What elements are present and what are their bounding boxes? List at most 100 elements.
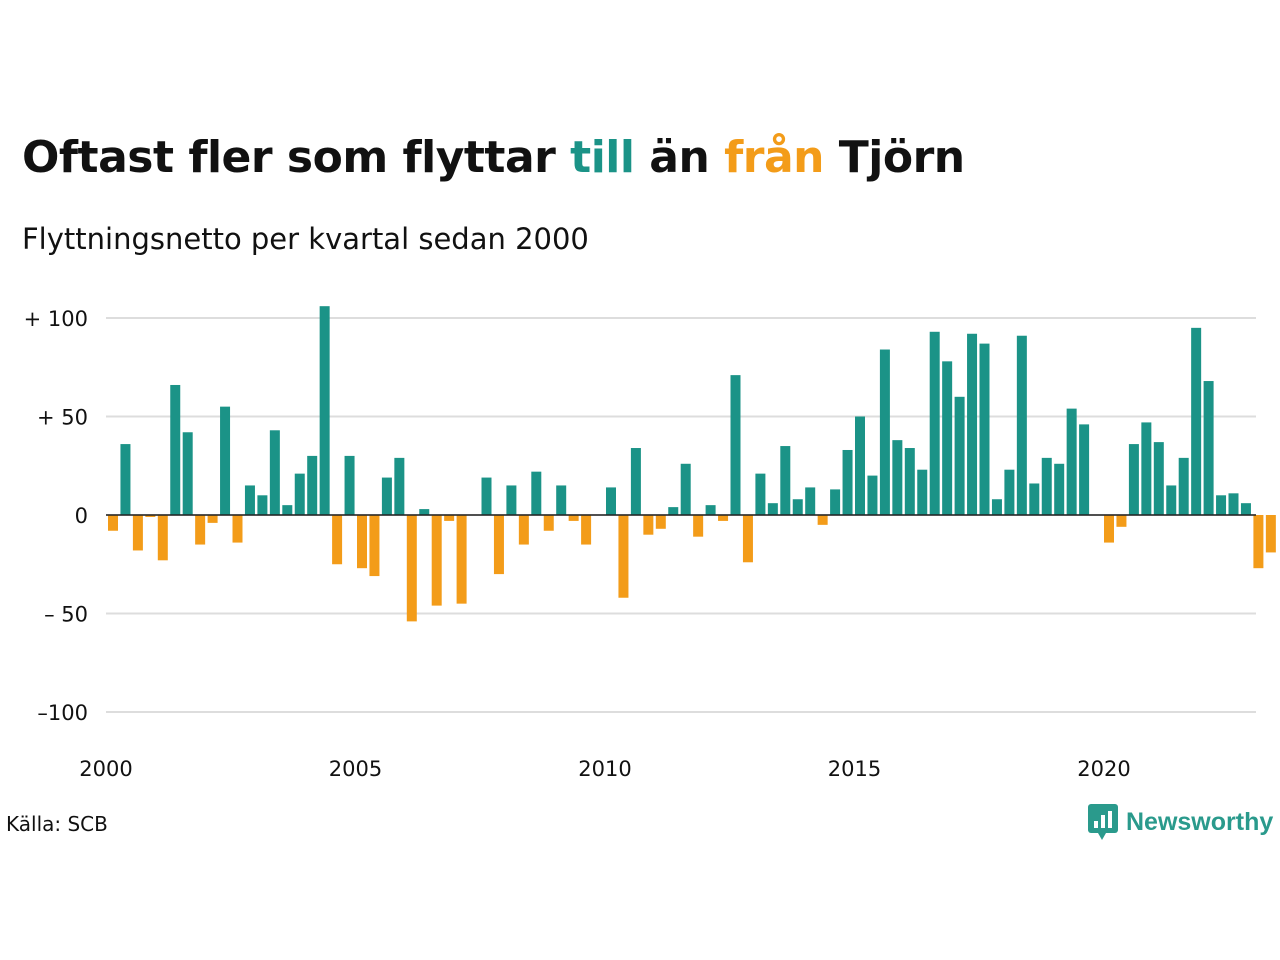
newsworthy-logo-icon [1088,804,1118,840]
bar [705,505,716,515]
bar [792,499,803,515]
bar [817,515,828,525]
bar [755,473,766,515]
bar [581,515,592,545]
y-tick-label: – 50 [44,603,88,627]
bar [655,515,666,529]
bar [1191,327,1202,515]
bar [145,515,156,517]
bar [108,515,118,531]
bar [618,515,629,598]
bar [419,509,430,515]
bar [493,515,504,575]
chart-title: Oftast fler som flyttar till än från Tjö… [22,132,965,183]
bar [606,487,616,515]
source-label: Källa: SCB [6,812,108,836]
bar [1016,335,1027,515]
bar [1228,493,1239,515]
bar [942,361,953,515]
bar [979,343,990,515]
bar [444,515,455,521]
y-tick-label: + 100 [24,307,88,331]
bar [220,406,231,515]
bar [767,503,778,515]
bar [1128,444,1139,515]
bar [369,515,380,577]
bar [830,489,841,515]
bar [1240,503,1251,515]
bar [805,487,816,515]
bar [1141,422,1152,515]
bar [506,485,517,515]
bar [693,515,704,537]
bar [456,515,467,604]
bar [842,449,853,515]
bar [481,477,492,515]
bar [1216,495,1227,515]
bar [1079,424,1090,515]
bar [257,495,268,515]
bar [170,384,181,515]
bar [294,473,305,515]
x-tick-label: 2005 [329,757,382,781]
bar [132,515,143,551]
bar [1153,442,1164,515]
bar [730,375,741,515]
bar [643,515,654,535]
bar [319,306,330,515]
bar [543,515,554,531]
bar [381,477,392,515]
bar [718,515,729,521]
bar [879,349,890,515]
bar [244,485,255,515]
bar [518,515,529,545]
bar [1178,457,1189,515]
bar [742,515,753,563]
bar [1166,485,1177,515]
bar [630,448,641,515]
x-tick-label: 2000 [79,757,132,781]
chart-subtitle: Flyttningsnetto per kvartal sedan 2000 [22,222,589,256]
bar [967,333,978,515]
bar [232,515,243,543]
title-fran: från [724,132,824,183]
bar [1104,515,1114,543]
bar-chart: + 100 + 50 0 – 50 –100 2000 2005 2010 2015 2020 [24,306,1276,781]
title-part1: Oftast fler som flyttar [22,132,571,183]
bar [1265,515,1276,553]
bar [357,515,367,569]
title-till: till [570,132,635,183]
bar [892,440,903,515]
bar [344,455,355,515]
bar [269,430,280,515]
bar [431,515,442,606]
brand-name: Newsworthy [1126,807,1274,836]
bar [1041,457,1052,515]
brand-logo: Newsworthy [1088,804,1273,840]
x-tick-label: 2020 [1077,757,1130,781]
x-tick-label: 2010 [578,757,631,781]
bar [531,471,542,515]
bar [929,331,940,515]
bar [1253,515,1264,569]
bar [1004,469,1015,515]
bar [307,455,318,515]
title-part3: Tjörn [823,132,965,183]
bar [568,515,579,521]
y-tick-label: + 50 [37,406,88,430]
bar [195,515,206,545]
bar [282,505,293,515]
bar [1203,381,1214,515]
bar [855,416,865,515]
bar [207,515,218,523]
bar [1029,483,1040,515]
bar [1066,408,1077,515]
bar [1054,463,1065,515]
bar [182,432,193,515]
bar [680,463,691,515]
bar [394,457,405,515]
bar [1116,515,1127,527]
bar [917,469,928,515]
bar [406,515,417,622]
bar [157,515,168,561]
